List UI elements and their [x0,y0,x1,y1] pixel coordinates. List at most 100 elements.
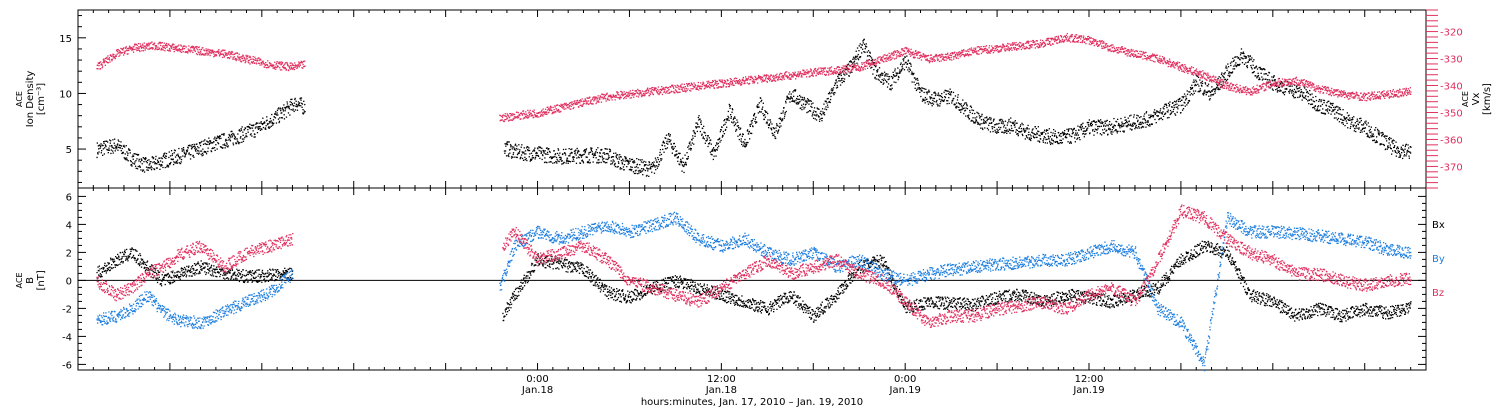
data-point [218,137,220,139]
data-point [274,66,277,68]
data-point [226,54,228,56]
data-point [551,156,553,159]
data-point [1022,124,1024,126]
data-point [1239,63,1241,65]
data-point [562,103,564,106]
data-point [236,52,239,55]
data-point [716,149,718,151]
data-point [1022,134,1024,137]
data-point [297,65,300,67]
data-point [1061,141,1063,144]
data-point [790,93,792,95]
data-point [628,94,631,97]
data-point [1349,119,1351,121]
data-point [864,45,867,47]
data-point [938,94,940,96]
data-point [1178,104,1180,107]
data-point [159,164,161,166]
data-point [244,136,246,139]
data-point [615,152,617,154]
data-point [770,128,772,130]
data-point [1072,132,1074,134]
data-point [629,93,631,95]
data-point [806,111,808,114]
data-point [644,93,646,95]
data-point [165,152,168,155]
data-point [1337,106,1339,108]
data-point [559,105,561,107]
data-point [100,143,102,145]
data-point [700,120,702,122]
data-point [1311,103,1314,105]
data-point [1045,133,1047,135]
data-point [649,93,652,95]
data-point [684,88,686,90]
data-point [598,101,600,103]
data-point [1269,87,1271,89]
data-point [691,139,693,141]
data-point [170,47,173,49]
data-point [885,74,887,76]
data-point [1373,135,1375,137]
data-point [903,58,905,60]
data-point [524,156,526,158]
data-point [1136,117,1138,119]
data-point [287,64,289,66]
data-point [1241,62,1244,64]
data-point [1073,127,1075,130]
data-point [607,153,609,155]
data-point [680,84,682,86]
data-point [983,122,986,124]
data-point [192,47,194,49]
data-point [955,106,957,108]
data-point [196,146,199,148]
data-point [549,105,552,107]
data-point [1051,139,1053,141]
data-point [1407,144,1409,146]
data-point [231,136,234,138]
data-point [803,96,805,99]
data-point [263,63,266,65]
data-point [187,50,190,52]
data-point [1108,127,1110,129]
data-point [1293,97,1295,99]
data-point [1368,130,1370,132]
data-point [528,114,531,116]
data-point [959,109,962,111]
data-point [966,105,968,107]
data-point [1347,115,1349,117]
data-point [894,75,897,77]
data-point [1101,122,1103,125]
data-point [270,63,272,65]
data-point [722,130,724,133]
data-point [205,48,207,50]
data-point [116,50,118,52]
data-point [873,64,876,67]
data-point [608,95,610,97]
data-point [680,158,682,161]
data-point [910,65,912,67]
data-point [846,73,848,75]
data-point [105,57,107,60]
data-point [195,53,198,55]
data-point [1345,120,1347,122]
data-point [1292,90,1294,93]
data-point [1295,90,1297,92]
data-point [510,115,512,117]
data-point [1186,93,1189,95]
data-point [550,108,552,110]
data-point [1105,125,1107,127]
data-point [139,43,141,45]
data-point [1268,72,1271,74]
data-point [540,150,542,152]
data-point [606,99,609,101]
data-point [975,120,977,122]
data-point [679,164,681,166]
data-point [1197,76,1200,78]
data-point [715,155,717,157]
data-point [103,58,105,60]
data-point [1339,113,1341,115]
data-point [960,103,962,105]
data-point [708,143,710,145]
data-point [814,118,816,120]
